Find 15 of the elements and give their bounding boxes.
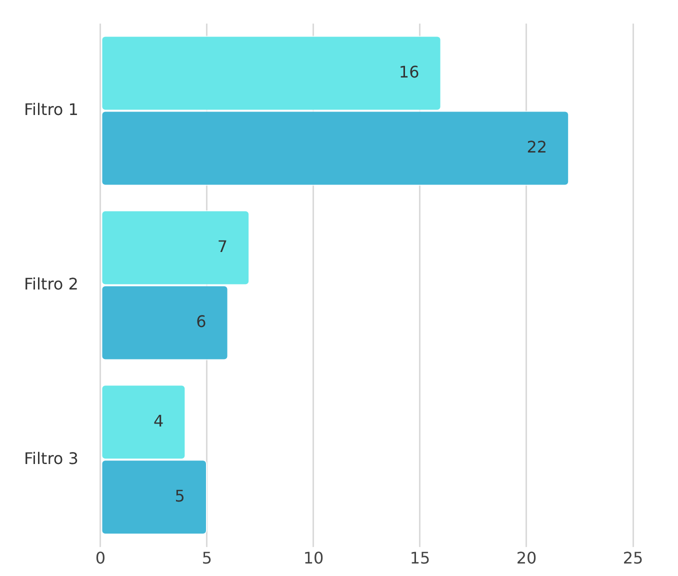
data-label: 4	[154, 411, 164, 430]
y-tick-label: Filtro 3	[24, 448, 78, 468]
data-label: 6	[196, 312, 206, 331]
data-label: 16	[398, 62, 420, 82]
y-tick-label: Filtro 1	[24, 100, 78, 119]
x-tick-label: 5	[202, 548, 212, 568]
x-tick-label: 25	[622, 548, 644, 568]
x-tick-label: 10	[303, 548, 324, 568]
x-tick-label: 20	[516, 548, 537, 568]
data-label: 22	[526, 137, 548, 156]
x-tick-label: 15	[410, 548, 430, 568]
data-label: 7	[217, 236, 228, 256]
data-label: 5	[174, 486, 185, 506]
x-tick-label: 0	[95, 548, 106, 568]
y-tick-label: Filtro 2	[24, 274, 78, 294]
